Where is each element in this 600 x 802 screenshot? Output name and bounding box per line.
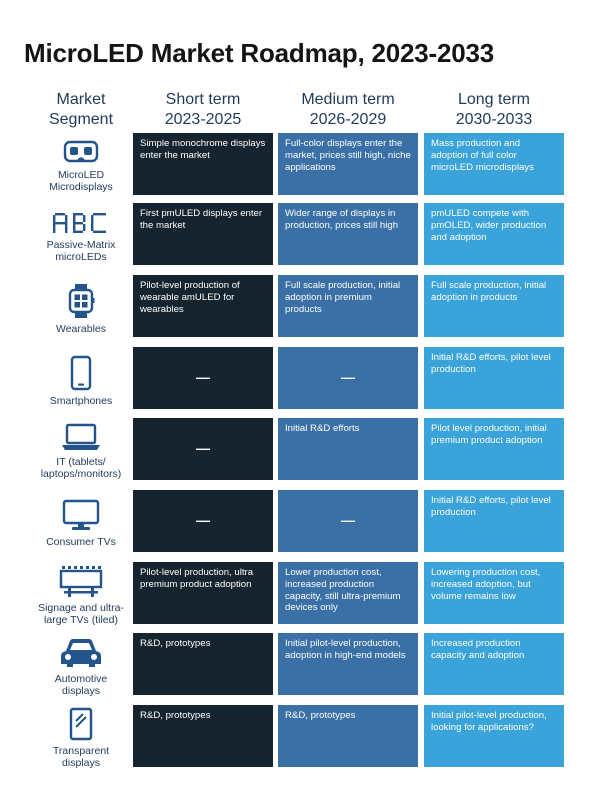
- header-line: Segment: [48, 111, 114, 128]
- cell-long-term: Initial R&D efforts, pilot level product…: [424, 347, 564, 409]
- cell-long-term: Mass production and adoption of full col…: [424, 133, 564, 195]
- row-microled-microdisplays: MicroLED Microdisplays Simple monochrome…: [0, 133, 600, 195]
- cell-short-term: First pmULED displays enter the market: [133, 203, 273, 265]
- transparent-display-icon: [69, 707, 93, 741]
- cell-medium-term: Lower production cost, increased product…: [278, 562, 418, 624]
- segment-label-line: Smartphones: [49, 395, 113, 407]
- segment-cell: Smartphones: [30, 347, 132, 407]
- cell-long-term: Initial pilot-level production, looking …: [424, 705, 564, 767]
- row-signage: Signage and ultra- large TVs (tiled) Pil…: [0, 562, 600, 626]
- row-automotive: Automotive displays R&D, prototypes Init…: [0, 633, 600, 697]
- segment-label-line: Consumer TVs: [46, 536, 116, 548]
- cell-long-term: Initial R&D efforts, pilot level product…: [424, 490, 564, 552]
- header-line: Market: [56, 91, 106, 108]
- vr-headset-icon: [63, 140, 99, 163]
- page-title: MicroLED Market Roadmap, 2023-2033: [24, 38, 495, 68]
- segment-label-line: Automotive: [54, 673, 108, 685]
- segment-label-line: laptops/monitors): [40, 468, 122, 480]
- cell-medium-term: Full scale production, initial adoption …: [278, 275, 418, 337]
- smartwatch-icon: [68, 284, 95, 318]
- cell-long-term: Full scale production, initial adoption …: [424, 275, 564, 337]
- header-long-term: Long term 2030-2033: [424, 90, 564, 130]
- cell-medium-term: Wider range of displays in production, p…: [278, 203, 418, 265]
- cell-short-term: Pilot-level production, ultra premium pr…: [133, 562, 273, 624]
- cell-short-term: —: [133, 418, 273, 480]
- segment-cell: Signage and ultra- large TVs (tiled): [30, 562, 132, 626]
- segment-label: Wearables: [56, 323, 106, 335]
- segment-label-line: large TVs (tiled): [44, 614, 118, 626]
- segment-cell: MicroLED Microdisplays: [30, 133, 132, 193]
- cell-medium-term: Initial R&D efforts: [278, 418, 418, 480]
- segment-label: Signage and ultra- large TVs (tiled): [38, 602, 124, 626]
- dash-placeholder: —: [196, 440, 210, 457]
- header-line: Medium term: [301, 91, 395, 108]
- row-it: IT (tablets/ laptops/monitors) — Initial…: [0, 418, 600, 480]
- billboard-icon: [59, 566, 103, 597]
- segment-label-line: displays: [62, 757, 100, 769]
- segment-label-line: MicroLED: [57, 169, 105, 181]
- segment-label: Passive-Matrix microLEDs: [47, 239, 116, 263]
- cell-short-term: —: [133, 490, 273, 552]
- segment-label: Transparent displays: [53, 745, 109, 769]
- cell-medium-term: R&D, prototypes: [278, 705, 418, 767]
- cell-long-term: Lowering production cost, increased adop…: [424, 562, 564, 624]
- dot-matrix-abc-icon: [53, 213, 106, 233]
- segment-label: Automotive displays: [55, 673, 108, 697]
- segment-cell: IT (tablets/ laptops/monitors): [30, 418, 132, 480]
- cell-long-term: Pilot level production, initial premium …: [424, 418, 564, 480]
- segment-cell: Consumer TVs: [30, 490, 132, 548]
- segment-label: MicroLED Microdisplays: [49, 169, 113, 193]
- segment-label-line: Signage and ultra-: [38, 602, 124, 614]
- cell-short-term: R&D, prototypes: [133, 633, 273, 695]
- cell-short-term: —: [133, 347, 273, 409]
- header-line: 2026-2029: [309, 111, 387, 128]
- header-short-term: Short term 2023-2025: [133, 90, 273, 130]
- header-line: 2023-2025: [164, 111, 242, 128]
- row-consumer-tvs: Consumer TVs — — Initial R&D efforts, pi…: [0, 490, 600, 552]
- header-line: Short term: [165, 91, 241, 108]
- cell-medium-term: Full-color displays enter the market, pr…: [278, 133, 418, 195]
- cell-medium-term: —: [278, 347, 418, 409]
- segment-label-line: Passive-Matrix: [46, 239, 116, 251]
- segment-label-line: microLEDs: [55, 251, 107, 263]
- header-line: Long term: [457, 91, 531, 108]
- segment-label-line: Wearables: [56, 323, 106, 335]
- segment-label: Smartphones: [50, 395, 112, 407]
- segment-label-line: IT (tablets/: [56, 456, 106, 468]
- segment-cell: Automotive displays: [30, 633, 132, 697]
- cell-short-term: R&D, prototypes: [133, 705, 273, 767]
- segment-label-line: Microdisplays: [49, 181, 113, 193]
- segment-label-line: displays: [62, 685, 100, 697]
- segment-label-line: Transparent: [52, 745, 110, 757]
- segment-cell: Transparent displays: [30, 705, 132, 769]
- row-wearables: Wearables Pilot-level production of wear…: [0, 275, 600, 337]
- header-medium-term: Medium term 2026-2029: [278, 90, 418, 130]
- header-market-segment: Market Segment: [30, 90, 132, 130]
- cell-short-term: Pilot-level production of wearable amULE…: [133, 275, 273, 337]
- car-icon: [61, 639, 101, 667]
- segment-cell: Passive-Matrix microLEDs: [30, 203, 132, 263]
- dash-placeholder: —: [196, 512, 210, 529]
- cell-medium-term: Initial pilot-level production, adoption…: [278, 633, 418, 695]
- dash-placeholder: —: [341, 369, 355, 386]
- cell-long-term: Increased production capacity and adopti…: [424, 633, 564, 695]
- laptop-icon: [62, 423, 100, 450]
- segment-label: Consumer TVs: [46, 536, 116, 548]
- cell-long-term: pmULED compete with pmOLED, wider produc…: [424, 203, 564, 265]
- segment-label: IT (tablets/ laptops/monitors): [41, 456, 122, 480]
- row-passive-matrix: Passive-Matrix microLEDs First pmULED di…: [0, 203, 600, 265]
- smartphone-icon: [70, 355, 92, 391]
- dash-placeholder: —: [341, 512, 355, 529]
- dash-placeholder: —: [196, 369, 210, 386]
- header-line: 2030-2033: [455, 111, 533, 128]
- row-transparent: Transparent displays R&D, prototypes R&D…: [0, 705, 600, 769]
- cell-short-term: Simple monochrome displays enter the mar…: [133, 133, 273, 195]
- segment-cell: Wearables: [30, 275, 132, 335]
- row-smartphones: Smartphones — — Initial R&D efforts, pil…: [0, 347, 600, 409]
- cell-medium-term: —: [278, 490, 418, 552]
- monitor-icon: [62, 499, 100, 530]
